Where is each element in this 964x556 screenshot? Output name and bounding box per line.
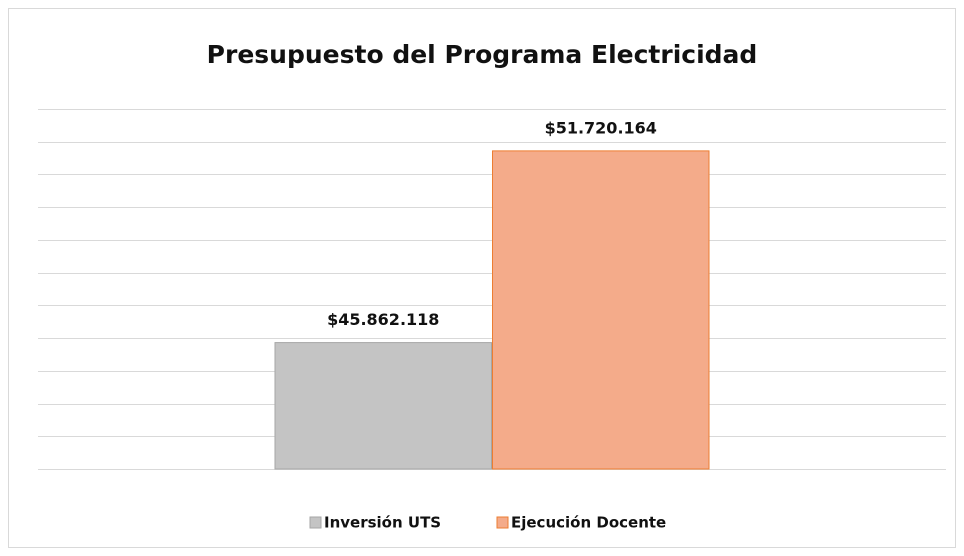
legend-swatch	[309, 516, 322, 529]
legend-swatch	[496, 516, 509, 529]
bar	[274, 342, 492, 470]
legend-label: Ejecución Docente	[511, 514, 666, 532]
data-label: $45.862.118	[327, 310, 439, 329]
data-label: $51.720.164	[545, 118, 657, 137]
chart-title: Presupuesto del Programa Electricidad	[207, 40, 758, 69]
bar	[492, 150, 710, 470]
legend-label: Inversión UTS	[324, 514, 441, 532]
